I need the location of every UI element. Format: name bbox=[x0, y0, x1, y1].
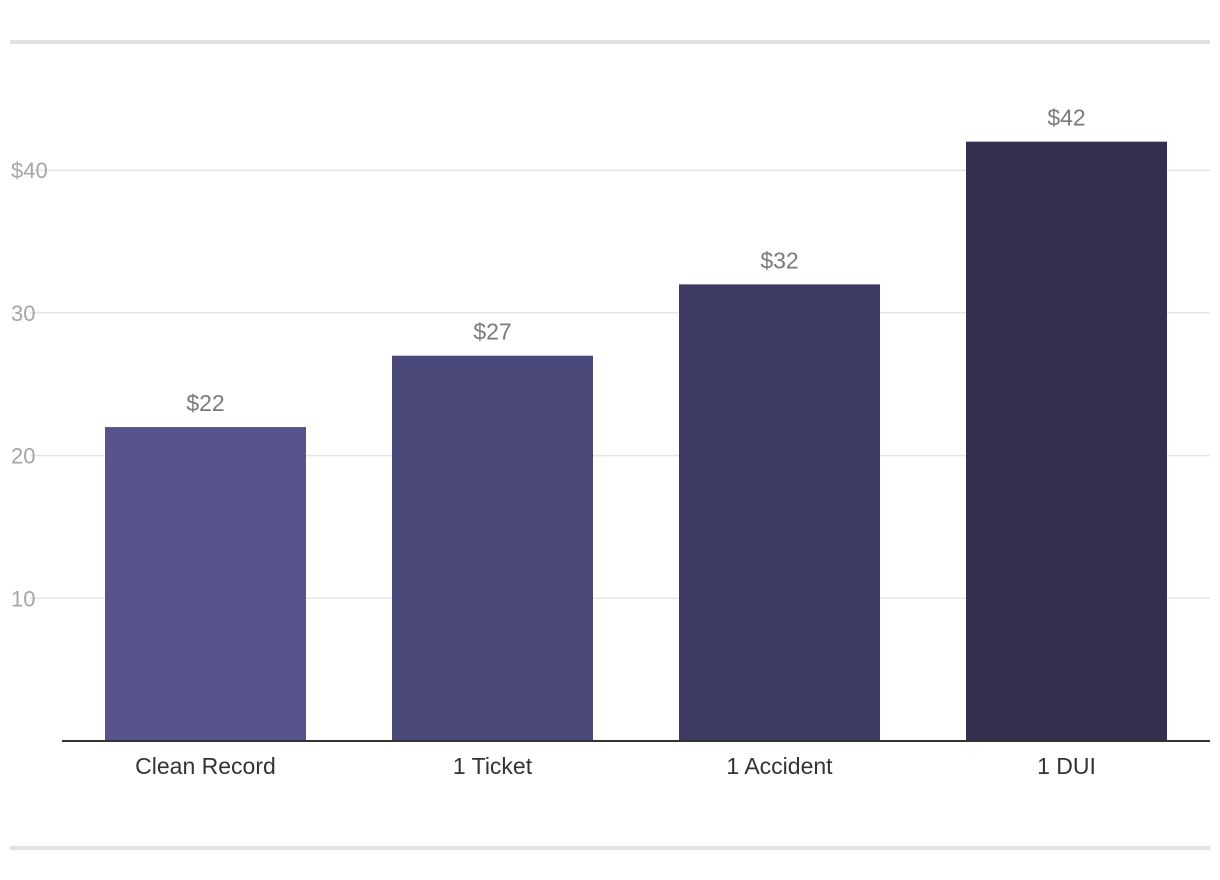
bar-clean-record bbox=[105, 427, 306, 741]
y-tick-label: 20 bbox=[11, 444, 35, 469]
y-tick-label: 30 bbox=[11, 301, 35, 326]
x-category-label: 1 Ticket bbox=[453, 753, 533, 779]
value-label: $27 bbox=[473, 319, 511, 345]
x-category-label: 1 Accident bbox=[726, 753, 833, 779]
top-divider bbox=[10, 40, 1210, 44]
value-label: $22 bbox=[186, 390, 224, 416]
bar-1-ticket bbox=[392, 355, 593, 741]
x-category-label: 1 DUI bbox=[1037, 753, 1096, 779]
bottom-divider bbox=[10, 846, 1210, 850]
value-label: $42 bbox=[1047, 105, 1085, 131]
bar-1-dui bbox=[966, 141, 1167, 741]
y-tick-label: $40 bbox=[11, 158, 48, 183]
x-category-label: Clean Record bbox=[135, 753, 276, 779]
bar-1-accident bbox=[679, 284, 880, 741]
value-label: $32 bbox=[760, 247, 798, 273]
y-tick-label: 10 bbox=[11, 586, 35, 611]
